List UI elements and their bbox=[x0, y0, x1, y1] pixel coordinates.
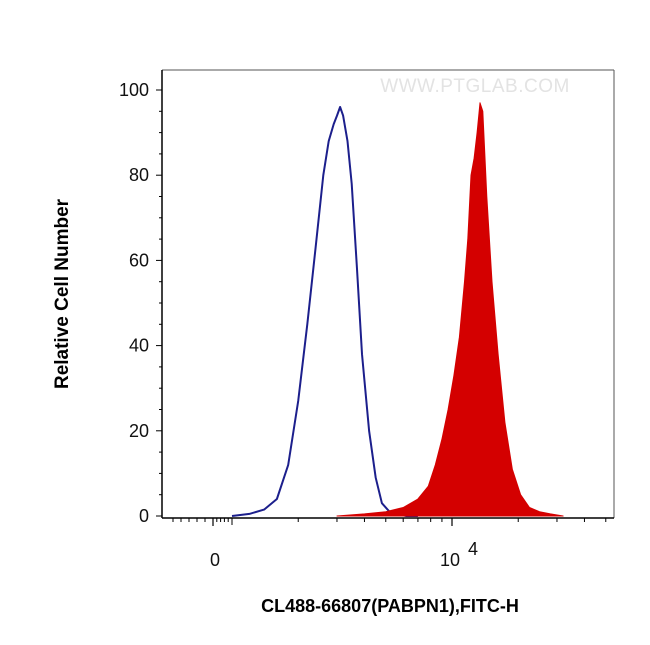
series-0-histogram-line bbox=[231, 106, 418, 517]
x-tick-label-exponent: 4 bbox=[468, 539, 478, 559]
y-tick-label-100: 100 bbox=[119, 80, 149, 100]
x-tick-label-10: 10 bbox=[440, 550, 460, 570]
plot-area bbox=[231, 102, 564, 517]
x-axis-title: CL488-66807(PABPN1),FITC-H bbox=[261, 596, 519, 616]
x-tick-label-0: 0 bbox=[210, 550, 220, 570]
y-tick-label-0: 0 bbox=[139, 506, 149, 526]
y-tick-label-40: 40 bbox=[129, 336, 149, 356]
y-axis-title: Relative Cell Number bbox=[52, 198, 73, 389]
series-1-filled-histogram bbox=[336, 102, 564, 517]
y-tick-label-80: 80 bbox=[129, 165, 149, 185]
x-axis-ticks: 0 10 4 bbox=[172, 518, 607, 570]
y-tick-label-20: 20 bbox=[129, 421, 149, 441]
y-tick-label-60: 60 bbox=[129, 250, 149, 270]
watermark: WWW.PTGLAB.COM bbox=[380, 76, 570, 97]
y-axis-ticks: 0 20 40 60 80 100 bbox=[119, 80, 162, 526]
